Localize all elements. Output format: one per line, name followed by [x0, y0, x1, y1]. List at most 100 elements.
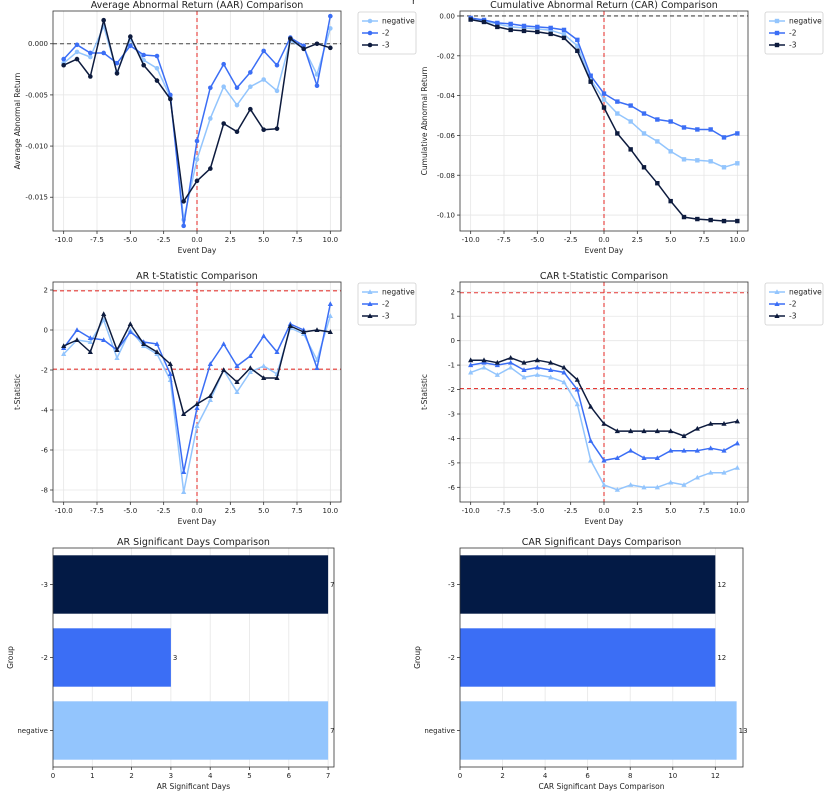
y-tick-label: 2 — [44, 287, 48, 295]
data-point — [181, 223, 186, 229]
legend-label: negative — [789, 17, 822, 26]
y-tick-label: -0.015 — [25, 194, 48, 202]
x-tick-label: 2.5 — [225, 507, 236, 515]
x-tick-label: 4 — [543, 772, 548, 780]
data-point — [521, 28, 527, 34]
data-point — [274, 375, 280, 380]
data-point — [694, 474, 700, 480]
x-tick-label: -7.5 — [90, 236, 104, 244]
data-point — [87, 339, 93, 344]
data-point — [628, 147, 633, 152]
x-tick-label: -2.5 — [157, 236, 171, 244]
data-point — [288, 36, 293, 41]
data-point — [194, 138, 200, 144]
data-point — [141, 341, 147, 346]
y-tick-label: -6 — [41, 447, 49, 455]
data-point — [721, 469, 727, 475]
x-tick-label: -10.0 — [462, 236, 480, 244]
y-tick-label: -2 — [448, 386, 455, 394]
data-point — [561, 27, 567, 33]
data-point — [668, 447, 674, 453]
x-tick-label: -7.5 — [90, 507, 104, 515]
data-point — [494, 362, 500, 368]
chart-car: Cumulative Abnormal Return (CAR) Compari… — [420, 0, 824, 255]
data-point — [601, 105, 607, 110]
data-point — [301, 329, 307, 334]
x-tick-label: -5.0 — [530, 507, 544, 515]
data-point — [721, 447, 727, 453]
series--2 — [468, 15, 740, 140]
data-point — [601, 97, 607, 102]
legend-marker — [367, 18, 373, 24]
data-point — [274, 126, 280, 131]
y-tick-label: negative — [424, 727, 455, 735]
data-point — [221, 367, 227, 372]
x-axis-label: CAR Significant Days Comparison — [539, 782, 665, 791]
data-point — [168, 96, 173, 102]
y-tick-label: -4 — [41, 407, 49, 415]
data-point — [614, 428, 620, 434]
data-point — [721, 165, 727, 170]
data-point — [207, 397, 213, 402]
x-tick-label: 0 — [51, 772, 55, 780]
series--3 — [61, 17, 333, 204]
data-point — [615, 99, 620, 104]
x-tick-label: 7.5 — [291, 236, 302, 244]
data-point — [494, 372, 500, 377]
legend-marker — [774, 18, 780, 24]
data-point — [127, 329, 133, 334]
data-point — [261, 127, 266, 132]
x-tick-label: 0 — [458, 772, 462, 780]
y-axis-label: Average Abnormal Return — [13, 72, 22, 169]
y-tick-label: -0.06 — [437, 132, 456, 140]
legend-marker — [367, 313, 373, 318]
data-point — [221, 121, 226, 126]
bar-negative — [53, 701, 329, 760]
data-point — [247, 365, 253, 370]
x-tick-label: -10.0 — [462, 507, 480, 515]
y-tick-label: -1 — [448, 362, 455, 370]
x-tick-label: 10.0 — [323, 236, 339, 244]
chart-ar_t: AR t-Statistic Comparison -10.0 -7.5 -5.0 -2… — [13, 271, 417, 526]
data-point — [695, 158, 700, 163]
data-point — [274, 349, 280, 354]
data-point — [274, 88, 280, 94]
data-point — [588, 438, 594, 443]
chart-title: AR t-Statistic Comparison — [136, 271, 258, 282]
bar--2 — [53, 628, 171, 687]
x-tick-label: -2.5 — [564, 507, 578, 515]
data-point — [534, 364, 540, 370]
data-point — [234, 363, 240, 368]
data-point — [615, 111, 620, 116]
data-point — [168, 92, 173, 98]
data-point — [114, 347, 120, 352]
data-point — [681, 447, 687, 453]
data-point — [655, 181, 660, 186]
legend: negative -2 -3 — [357, 282, 417, 326]
data-point — [708, 420, 714, 426]
data-point — [61, 343, 67, 348]
chart-aar: Average Abnormal Return (AAR) Comparison… — [13, 0, 417, 255]
data-point — [74, 327, 80, 332]
data-point — [521, 367, 527, 372]
legend-marker — [774, 313, 780, 318]
data-point — [734, 418, 740, 424]
x-tick-label: 0.0 — [598, 507, 609, 515]
x-axis-label: Event Day — [585, 517, 624, 526]
data-point — [221, 84, 226, 90]
x-tick-label: 10 — [668, 772, 677, 780]
data-point — [548, 359, 554, 365]
data-point — [141, 62, 146, 68]
data-point — [681, 125, 687, 130]
x-tick-label: -10.0 — [55, 236, 73, 244]
legend-marker — [774, 30, 780, 36]
legend-label: -3 — [382, 41, 390, 50]
legend-box — [357, 11, 417, 55]
data-point — [261, 363, 267, 368]
data-point — [574, 401, 580, 407]
data-point — [615, 131, 620, 136]
chart-ar_sig: AR Significant Days Comparison 0 1 2 3 4 5 6 7 7 -… — [6, 537, 335, 791]
data-point — [114, 71, 120, 76]
data-point — [628, 482, 634, 487]
axes-frame — [459, 547, 744, 768]
